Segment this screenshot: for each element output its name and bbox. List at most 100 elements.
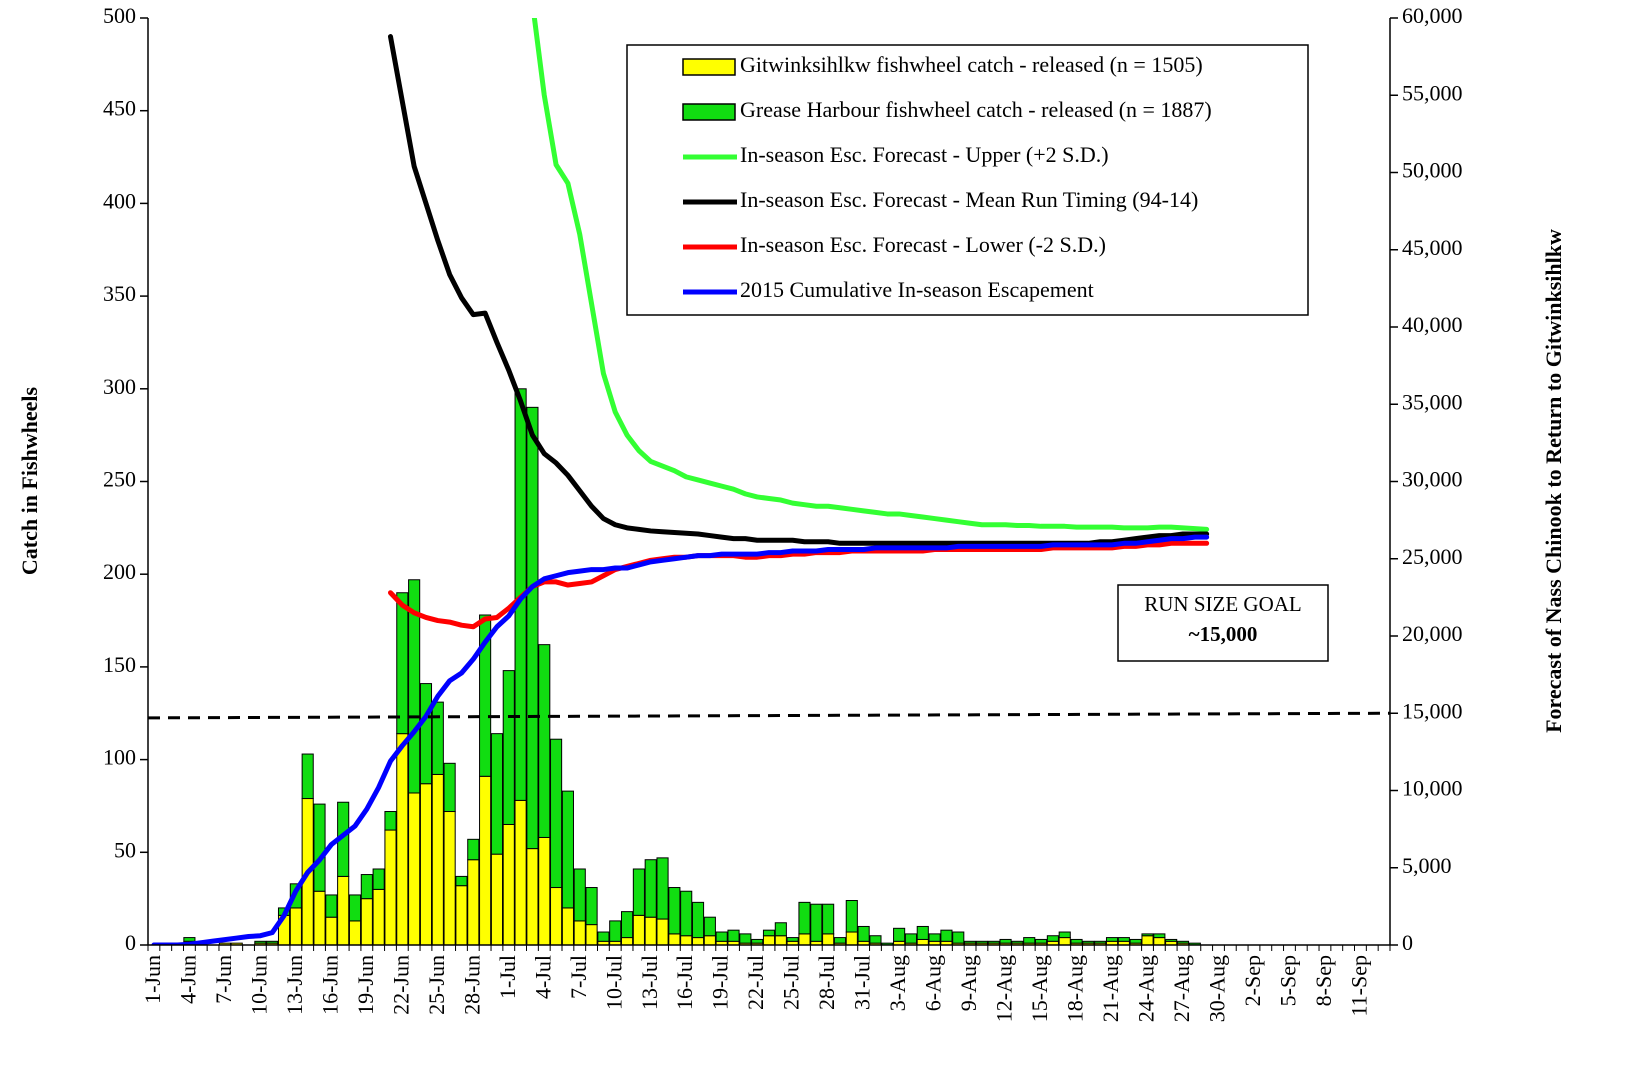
annotation-box [1117, 584, 1329, 662]
bar [668, 887, 681, 935]
bar [1094, 940, 1107, 944]
bar [798, 901, 811, 935]
x-tick-label: 1-Jun [140, 955, 165, 1004]
x-tick-label: 22-Jun [388, 955, 413, 1015]
bar [538, 836, 551, 946]
bar [490, 853, 504, 946]
y-axis-title: Catch in Fishwheels [17, 386, 42, 575]
y2-tick-label: 25,000 [1402, 544, 1463, 569]
bar [644, 916, 657, 946]
y2-tick-label: 45,000 [1402, 235, 1463, 260]
bar [857, 925, 870, 942]
y-tick-label: 400 [103, 188, 136, 213]
bar [904, 933, 918, 944]
x-tick-label: 21-Aug [1098, 955, 1123, 1022]
bar [762, 935, 776, 946]
bar [680, 935, 693, 946]
x-tick-label: 24-Aug [1134, 955, 1159, 1022]
bar [526, 406, 539, 850]
bar [514, 799, 527, 946]
bar [372, 868, 385, 890]
bar [964, 940, 977, 944]
bar [727, 929, 740, 942]
x-tick-label: 25-Jul [779, 955, 804, 1010]
bar [1034, 938, 1048, 944]
y2-tick-label: 35,000 [1402, 389, 1463, 414]
bar [597, 931, 610, 942]
bar [845, 900, 858, 933]
bar [1070, 938, 1083, 944]
bar [1023, 937, 1036, 944]
y2-tick-label: 50,000 [1402, 158, 1463, 183]
y2-tick-label: 10,000 [1402, 776, 1463, 801]
bar [1046, 935, 1059, 942]
legend-label: Gitwinksihlkw fishwheel catch - released… [740, 52, 1203, 77]
y-tick-label: 0 [125, 930, 136, 955]
line [531, 18, 1210, 532]
bar [869, 935, 882, 944]
reference-line [147, 711, 1391, 720]
bar [1176, 940, 1190, 944]
bar [266, 940, 279, 944]
bar [254, 940, 267, 944]
bar [479, 775, 492, 946]
bar [1058, 937, 1071, 946]
x-tick-label: 25-Jun [424, 955, 449, 1015]
bar [774, 935, 787, 946]
x-tick-label: 16-Jun [317, 955, 342, 1015]
y-tick-label: 250 [103, 467, 136, 492]
x-tick-label: 8-Sep [1311, 955, 1336, 1006]
bar [609, 920, 622, 942]
y-tick-label: 200 [103, 559, 136, 584]
y2-tick-label: 20,000 [1402, 621, 1463, 646]
bar [786, 937, 799, 942]
y2-tick-label: 0 [1402, 930, 1413, 955]
x-tick-label: 2-Sep [1240, 955, 1265, 1006]
bar [987, 940, 1000, 944]
bar [751, 938, 764, 944]
bar [384, 829, 397, 946]
x-tick-label: 18-Aug [1063, 955, 1088, 1022]
legend-swatch [682, 58, 736, 76]
bar [408, 792, 421, 946]
x-tick-label: 5-Sep [1276, 955, 1301, 1006]
bar [337, 875, 350, 946]
bar [1165, 938, 1178, 942]
bar [325, 916, 338, 946]
bar [644, 859, 657, 918]
bar [408, 579, 421, 794]
bar [372, 888, 385, 946]
bar [325, 894, 338, 918]
bar [348, 894, 362, 922]
y-tick-label: 50 [114, 837, 136, 862]
bar [396, 733, 409, 946]
x-tick-label: 3-Aug [885, 955, 910, 1011]
annotation-value: ~15,000 [1189, 622, 1258, 646]
bar [1105, 937, 1119, 942]
bar [419, 683, 433, 785]
bar [455, 885, 468, 946]
x-tick-label: 9-Aug [956, 955, 981, 1011]
bar [561, 907, 574, 946]
bar [467, 838, 480, 861]
y-tick-label: 100 [103, 745, 136, 770]
bar-layer [183, 388, 1201, 946]
legend-label: In-season Esc. Forecast - Upper (+2 S.D.… [740, 142, 1109, 167]
bar [585, 887, 598, 926]
bar [561, 790, 574, 909]
y2-tick-label: 60,000 [1402, 3, 1463, 28]
bar [1141, 933, 1154, 937]
x-tick-label: 19-Jul [708, 955, 733, 1010]
bar [1153, 933, 1166, 939]
bar [550, 738, 563, 889]
x-tick-label: 22-Jul [743, 955, 768, 1010]
bar [183, 937, 196, 942]
bar [916, 925, 929, 940]
bar [893, 927, 906, 942]
x-tick-label: 13-Jul [637, 955, 662, 1010]
bar [680, 890, 693, 937]
bar [431, 773, 444, 946]
bar [502, 670, 515, 825]
